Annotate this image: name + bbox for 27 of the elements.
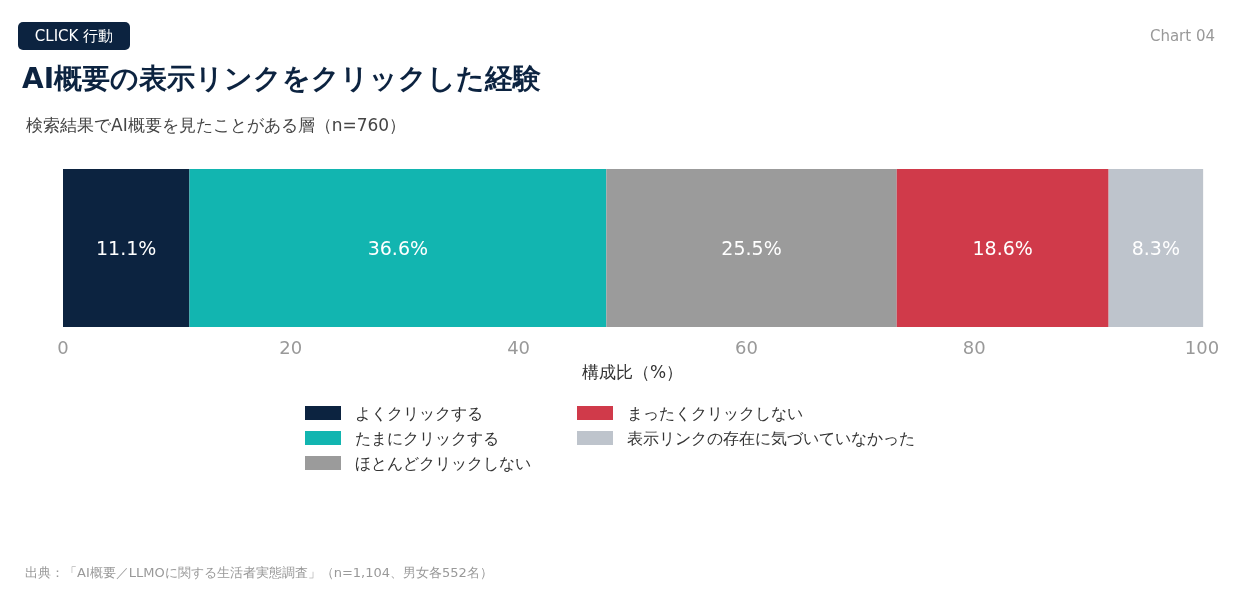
legend-label: 表示リンクの存在に気づいていなかった: [627, 428, 915, 448]
legend-label: まったくクリックしない: [627, 403, 803, 423]
x-tick-label: 40: [507, 337, 531, 359]
bar: [1108, 169, 1204, 327]
chart-subtitle: 検索結果でAI概要を見たことがある層（n=760）: [26, 115, 407, 135]
x-axis-title: 構成比（%）: [581, 361, 684, 382]
legend-label: たまにクリックする: [355, 428, 499, 448]
data-label: 8.3%: [1131, 236, 1181, 259]
x-tick-label: 0: [57, 337, 69, 359]
caption: Chart 04: [1149, 27, 1215, 46]
bar: [896, 169, 1109, 327]
data-label: 36.6%: [367, 236, 429, 259]
data-label: 11.1%: [96, 236, 157, 259]
data-label: 18.6%: [972, 236, 1033, 259]
x-tick-label: 20: [279, 337, 303, 359]
x-tick-label: 60: [734, 337, 758, 359]
bar: [606, 169, 897, 327]
source-note: 出典：「AI概要／LLMOに関する生活者実態調査」（n=1,104、男女各552名）: [25, 564, 493, 580]
legend-label: よくクリックする: [355, 403, 483, 423]
x-tick-label: 80: [962, 337, 986, 359]
chart-title: AI概要の表示リンクをクリックした経験: [22, 62, 542, 95]
text: CLICK 行動: [34, 27, 114, 46]
data-label: 25.5%: [721, 236, 782, 259]
bar: [63, 169, 190, 327]
legend-label: ほとんどクリックしない: [355, 453, 531, 473]
x-tick-label: 100: [1184, 337, 1220, 359]
bar: [189, 169, 607, 327]
